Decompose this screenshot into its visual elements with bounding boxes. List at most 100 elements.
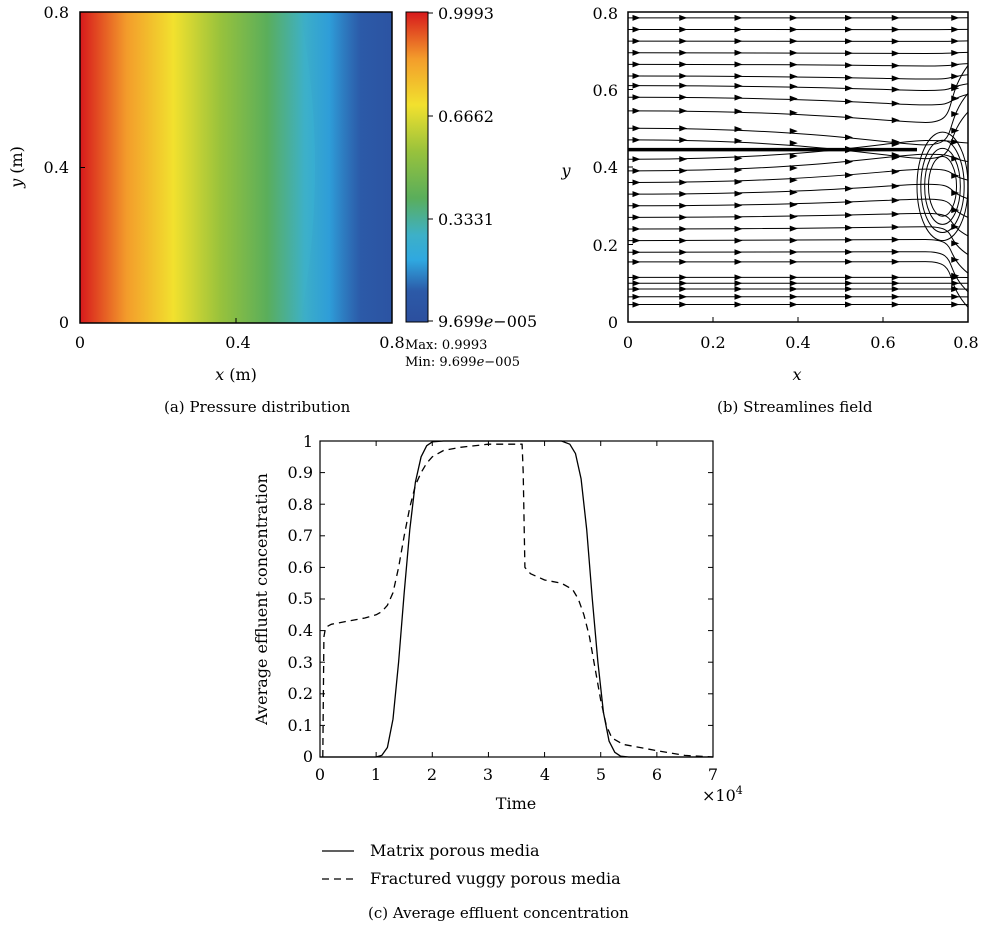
- streamline-arrow: [734, 280, 743, 287]
- streamline: [628, 51, 968, 54]
- plot-frame-b: [627, 11, 969, 323]
- vug-loop: [920, 139, 965, 233]
- streamline: [628, 65, 968, 123]
- streamline-arrow: [679, 214, 688, 221]
- b-ytick-2: 0.4: [593, 158, 618, 177]
- streamline-arrow: [632, 179, 641, 186]
- b-xtick-4: 0.8: [953, 333, 978, 352]
- streamline-arrow: [789, 83, 798, 90]
- streamline-arrow: [951, 189, 960, 196]
- streamline-arrow: [845, 185, 853, 192]
- streamline-arrow: [679, 280, 688, 287]
- streamline-arrow: [679, 179, 688, 186]
- c-ytick-0: 0: [303, 747, 313, 766]
- streamline-arrow: [789, 128, 798, 135]
- streamline-arrow: [951, 49, 960, 56]
- streamline: [628, 226, 968, 255]
- streamline-arrow: [789, 201, 798, 208]
- streamline-arrow: [845, 236, 853, 243]
- streamline: [628, 251, 968, 293]
- streamline-arrow: [734, 108, 743, 115]
- streamline: [628, 83, 968, 91]
- streamline-arrow: [679, 61, 688, 68]
- streamline-arrow: [845, 158, 853, 165]
- streamline-arrow: [789, 95, 798, 102]
- axis-ticks-c: [319, 440, 714, 758]
- streamline-arrow: [632, 14, 641, 21]
- b-ytick-3: 0.6: [593, 81, 618, 100]
- c-ytick-10: 1: [303, 432, 313, 451]
- streamline-arrow: [789, 109, 798, 116]
- pressure-heatmap: [80, 12, 392, 323]
- streamline: [628, 93, 968, 106]
- streamline-arrow: [679, 156, 688, 163]
- streamline-arrow: [632, 38, 641, 45]
- streamline-arrow: [845, 293, 853, 300]
- streamline-arrow: [679, 191, 688, 198]
- c-ytick-2: 0.2: [288, 684, 313, 703]
- streamline-arrow: [891, 248, 900, 255]
- streamline-arrow: [679, 107, 688, 114]
- streamline-arrow: [789, 189, 798, 196]
- streamline-arrow: [951, 138, 960, 145]
- streamline-arrow: [789, 293, 798, 300]
- streamline-arrow: [891, 38, 900, 45]
- streamline-arrow: [679, 136, 688, 143]
- streamline-arrow: [679, 293, 688, 300]
- streamline-arrow: [679, 94, 688, 101]
- streamline-arrow: [951, 301, 960, 308]
- streamline-arrow: [734, 293, 743, 300]
- a-xtick-2: 0.8: [379, 333, 404, 352]
- streamline-arrow: [632, 202, 641, 209]
- streamline-arrow: [734, 274, 743, 281]
- streamline-arrow: [845, 85, 853, 92]
- streamline-arrow: [789, 49, 798, 56]
- streamline-arrow: [679, 82, 688, 89]
- colorbar: [405, 11, 429, 323]
- streamline-arrow: [951, 38, 960, 45]
- colorbar-tick-mid-high: 0.6662: [438, 107, 494, 126]
- caption-a: (a) Pressure distribution: [164, 398, 351, 416]
- streamline-arrow: [679, 249, 688, 256]
- streamline-arrow: [789, 286, 798, 293]
- streamline-arrow: [734, 73, 743, 80]
- legend-label-fractured: Fractured vuggy porous media: [370, 869, 621, 888]
- streamline-arrow: [789, 73, 798, 80]
- c-ylabel: Average effluent concentration: [252, 473, 271, 726]
- streamline-arrow: [789, 301, 798, 308]
- legend: Matrix porous media Fractured vuggy poro…: [322, 841, 621, 888]
- streamline-arrow: [845, 62, 853, 69]
- c-ytick-7: 0.7: [288, 526, 313, 545]
- streamline-arrow: [891, 14, 900, 21]
- streamline-arrow: [845, 301, 853, 308]
- streamline: [628, 212, 968, 237]
- streamline-arrow: [679, 38, 688, 45]
- streamline-arrow: [679, 125, 688, 132]
- streamline-arrow: [679, 14, 688, 21]
- streamline-arrow: [891, 141, 900, 148]
- streamline-arrow: [891, 274, 900, 281]
- streamline-arrow: [891, 26, 900, 33]
- streamline-arrow: [891, 62, 900, 69]
- streamline: [628, 198, 968, 218]
- streamline-arrow: [734, 137, 743, 144]
- streamline-arrow: [679, 258, 688, 265]
- streamline-arrow: [632, 286, 641, 293]
- streamline-arrow: [951, 207, 960, 214]
- streamline-arrow: [845, 224, 853, 231]
- b-xtick-3: 0.6: [870, 333, 895, 352]
- streamline-arrow: [734, 237, 743, 244]
- b-ytick-0: 0: [608, 313, 618, 332]
- streamline-arrow: [734, 249, 743, 256]
- plot-frame-c: [319, 440, 714, 758]
- streamline-arrow: [734, 14, 743, 21]
- panel-a: 0 0.4 0.8 0 0.4 0.8 x (m) y (m) 0.9993 0…: [7, 3, 537, 416]
- streamline-arrow: [734, 155, 743, 162]
- b-ytick-4: 0.8: [593, 4, 618, 23]
- streamline-arrow: [734, 26, 743, 33]
- streamline-arrow: [632, 280, 641, 287]
- axis-ticks-a: [79, 11, 393, 324]
- streamline-arrow: [789, 140, 798, 147]
- a-ylabel: y (m): [7, 146, 26, 189]
